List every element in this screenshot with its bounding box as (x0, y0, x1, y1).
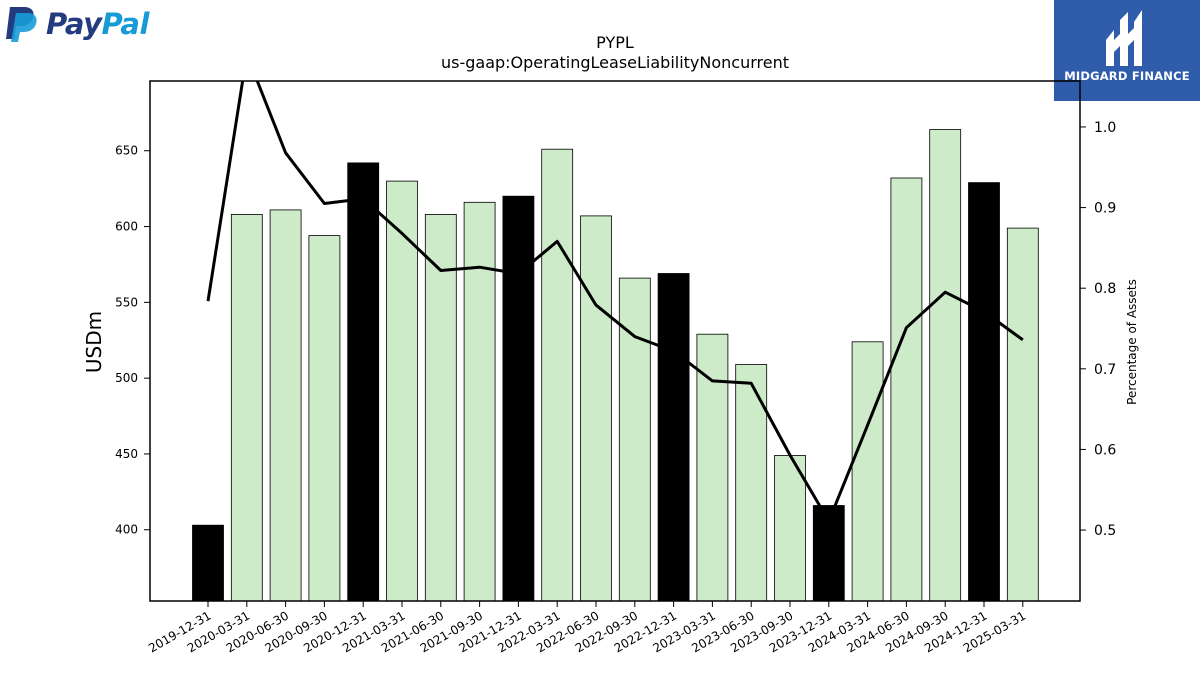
y-tick-label: 650 (115, 144, 138, 158)
bar-2024-12-31 (968, 182, 1000, 602)
paypal-wordmark-pal: Pal (101, 7, 149, 41)
y2-tick-label: 0.6 (1094, 442, 1116, 458)
bar-2022-12-31 (657, 273, 690, 602)
paypal-p-icon (6, 7, 37, 42)
bar-2024-03-31 (851, 341, 884, 602)
bar-2019-12-31 (192, 524, 224, 602)
y2-tick-label: 0.5 (1094, 523, 1116, 539)
y2-tick-label: 0.7 (1094, 362, 1116, 378)
bar-2021-03-31 (386, 180, 418, 602)
bar-2020-12-31 (347, 162, 380, 602)
bar-2023-03-31 (696, 333, 729, 602)
chart-subtitle: us-gaap:OperatingLeaseLiabilityNoncurren… (441, 53, 789, 72)
midgard-finance-wordmark: MIDGARD FINANCE (1064, 69, 1190, 83)
bar-2021-09-30 (463, 201, 496, 602)
y-tick-label: 550 (115, 295, 138, 309)
plot-frame (149, 80, 1081, 602)
x-axis-ticks: 2019-12-312020-03-312020-06-302020-09-30… (146, 601, 1028, 655)
bar-2023-09-30 (774, 455, 806, 602)
y-tick-label: 500 (115, 371, 138, 385)
percentage-of-assets-line (206, 81, 1024, 523)
bar-2020-06-30 (269, 209, 302, 602)
bar-2020-03-31 (230, 213, 263, 602)
y-tick-label: 450 (115, 447, 138, 461)
bar-2024-06-30 (890, 177, 923, 602)
bar-2023-06-30 (735, 364, 768, 602)
bar-2021-12-31 (502, 195, 535, 602)
y2-axis-ticks: 0.5 0.6 0.7 0.8 0.9 1.0 (1080, 120, 1116, 539)
bar-2022-06-30 (580, 215, 612, 602)
y2-tick-label: 1.0 (1094, 120, 1116, 136)
y2-axis-label: Percentage of Assets (1125, 279, 1139, 405)
midgard-emblem-icon (1106, 10, 1142, 66)
paypal-wordmark-pay: Pay (46, 7, 102, 41)
y-axis-ticks: 400 450 500 550 600 650 (115, 144, 150, 537)
line-series (206, 81, 1024, 523)
y-tick-label: 400 (115, 523, 138, 537)
y-axis-label: USDm (82, 311, 106, 373)
y2-tick-label: 0.9 (1094, 201, 1116, 217)
y2-tick-label: 0.8 (1094, 281, 1116, 297)
paypal-logo: PayPal (4, 4, 149, 44)
bar-2021-06-30 (424, 213, 457, 602)
bar-2025-03-31 (1006, 227, 1039, 602)
bar-2020-09-30 (308, 235, 341, 602)
bar-2022-03-31 (541, 148, 574, 602)
midgard-finance-logo: MIDGARD FINANCE (1054, 0, 1200, 101)
bar-series (192, 129, 1039, 602)
bar-2024-09-30 (929, 129, 962, 602)
chart-title: PYPL (596, 33, 634, 52)
y-tick-label: 600 (115, 220, 138, 234)
paypal-wordmark: PayPal (46, 7, 149, 41)
